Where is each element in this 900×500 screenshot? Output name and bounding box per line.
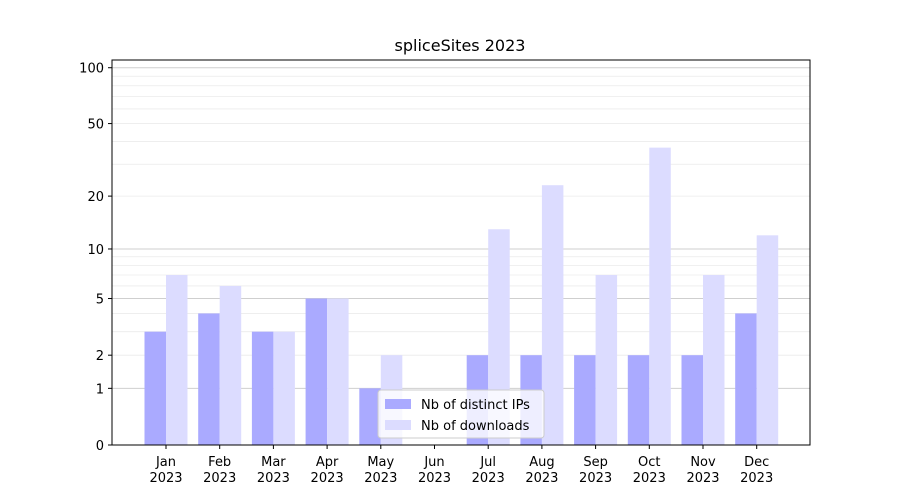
bar-downloads — [649, 147, 671, 445]
y-tick-label: 10 — [87, 243, 104, 258]
y-tick-label: 2 — [96, 349, 104, 364]
x-tick-label: Feb 2023 — [203, 455, 236, 486]
legend-swatch — [385, 420, 411, 430]
bar-downloads — [756, 235, 779, 445]
x-tick-label: Jun 2023 — [418, 455, 451, 486]
bar-downloads — [327, 298, 349, 445]
x-axis: Jan 2023 Feb 2023 Mar 2023 Apr 2023 May 2023 Jun 20… — [149, 445, 773, 486]
legend-swatch — [385, 399, 411, 409]
x-tick-label: Oct 2023 — [633, 455, 666, 486]
bar-downloads — [219, 285, 242, 445]
y-tick-label: 20 — [87, 190, 104, 205]
bar-distinct-ips — [305, 298, 328, 445]
y-tick-label: 5 — [96, 293, 104, 308]
bar-downloads — [595, 275, 618, 445]
y-tick-label: 0 — [96, 439, 104, 454]
bar-distinct-ips — [627, 355, 650, 445]
legend-box — [377, 389, 545, 439]
y-tick-label: 100 — [79, 62, 104, 77]
y-tick-label: 50 — [87, 118, 104, 133]
bar-distinct-ips — [735, 313, 757, 445]
x-tick-label: Apr 2023 — [311, 455, 344, 486]
bar-downloads — [166, 275, 188, 445]
bar-downloads — [703, 275, 725, 445]
bar-distinct-ips — [251, 331, 274, 445]
plot-area — [111, 59, 811, 446]
x-tick-label: Mar 2023 — [257, 455, 290, 486]
legend-label: Nb of distinct IPs — [421, 398, 530, 413]
x-tick-label: Aug 2023 — [525, 455, 558, 486]
x-tick-label: Sep 2023 — [579, 455, 612, 486]
x-tick-label: Nov 2023 — [686, 455, 719, 486]
bar-distinct-ips — [198, 313, 220, 445]
bar-distinct-ips — [574, 355, 596, 445]
x-tick-label: May 2023 — [364, 455, 397, 486]
legend: Nb of distinct IPs Nb of downloads — [377, 389, 545, 439]
x-tick-label: Jan 2023 — [149, 455, 182, 486]
bar-distinct-ips — [681, 355, 703, 445]
x-tick-label: Jul 2023 — [472, 455, 505, 486]
bar-downloads — [273, 331, 295, 445]
chart-title: spliceSites 2023 — [395, 36, 526, 55]
x-tick-label: Dec 2023 — [740, 455, 773, 486]
y-tick-label: 1 — [96, 382, 104, 397]
y-axis: 0 1 2 5 10 20 50 100 — [79, 62, 112, 454]
legend-label: Nb of downloads — [421, 419, 530, 434]
bar-distinct-ips — [359, 388, 381, 445]
bar-distinct-ips — [144, 331, 166, 445]
bar-downloads — [541, 185, 564, 445]
